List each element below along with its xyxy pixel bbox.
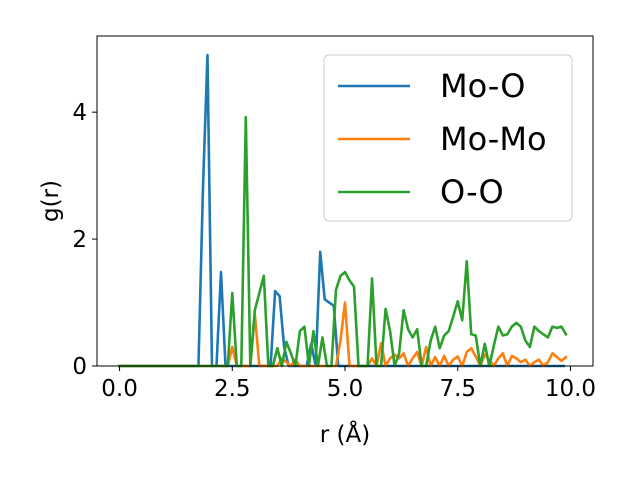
y-tick-label: 0: [72, 354, 87, 380]
x-tick-label: 5.0: [327, 376, 364, 402]
x-axis: 0.0 2.5 5.0 7.5 10.0: [101, 366, 596, 402]
y-axis-label: g(r): [38, 180, 64, 222]
x-tick-label: 7.5: [439, 376, 476, 402]
x-axis-label: r (Å): [320, 420, 370, 448]
y-tick-label: 4: [72, 100, 87, 126]
y-axis: 0 2 4: [72, 100, 97, 380]
legend-label-mo-o: Mo-O: [440, 67, 525, 105]
legend-label-o-o: O-O: [440, 173, 504, 211]
legend: Mo-O Mo-Mo O-O: [323, 54, 573, 222]
y-tick-label: 2: [72, 227, 87, 253]
x-tick-label: 2.5: [214, 376, 251, 402]
legend-label-mo-mo: Mo-Mo: [440, 120, 547, 158]
legend-box: [323, 54, 573, 222]
series-line-mo-mo: [118, 301, 568, 368]
x-tick-label: 10.0: [545, 376, 596, 402]
x-tick-label: 0.0: [101, 376, 138, 402]
